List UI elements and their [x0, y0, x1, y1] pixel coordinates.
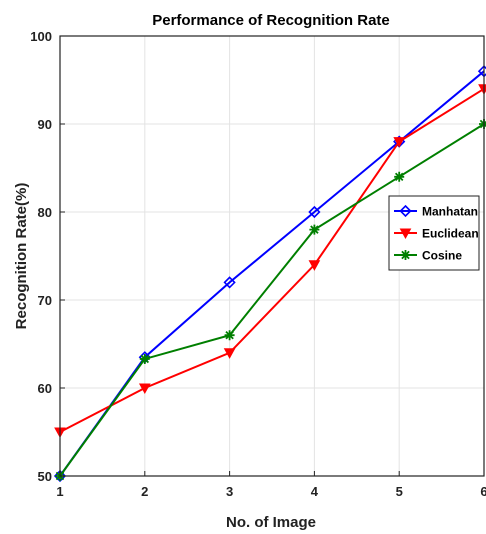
series-line-euclidean	[59, 87, 485, 433]
chart-title: Performance of Recognition Rate	[152, 12, 390, 29]
series-layer	[53, 65, 486, 483]
data-point-euclidean	[308, 260, 321, 271]
x-tick-label: 3	[226, 484, 233, 499]
data-point-manhatan	[223, 276, 236, 289]
x-tick-label: 5	[396, 484, 403, 499]
y-tick-label: 50	[38, 469, 52, 484]
data-point-manhatan	[308, 205, 321, 219]
legend-item-cosine: Cosine	[394, 249, 462, 263]
legend-label: Euclidean	[422, 227, 479, 241]
data-point-euclidean	[138, 383, 151, 395]
data-point-cosine	[139, 353, 150, 364]
plot-area-frame	[59, 35, 485, 477]
y-tick-label: 70	[38, 293, 52, 308]
x-tick-label: 4	[311, 484, 319, 499]
x-tick-label: 2	[141, 484, 148, 499]
data-point-euclidean	[478, 84, 486, 95]
y-axis-label: Recognition Rate(%)	[13, 183, 30, 330]
data-point-cosine	[394, 171, 405, 182]
y-tick-label: 100	[30, 29, 52, 44]
legend-swatch-marker	[399, 228, 412, 240]
x-tick-label: 1	[56, 484, 63, 499]
legend-swatch-marker	[399, 204, 412, 218]
legend-item-euclidean: Euclidean	[394, 227, 479, 241]
legend-label: Manhatan	[422, 205, 478, 219]
data-point-euclidean	[393, 137, 406, 148]
data-point-euclidean	[223, 348, 236, 359]
x-tick-label: 6	[480, 484, 486, 499]
x-axis-label: No. of Image	[226, 514, 316, 531]
legend-swatch-marker	[400, 250, 411, 260]
series-line-cosine	[59, 123, 485, 477]
data-point-cosine	[224, 330, 235, 341]
legend-label: Cosine	[422, 249, 462, 263]
data-point-cosine	[309, 224, 320, 235]
axis-ticks: 1 2 3 4 5 6 50 60 70 80 90 100	[30, 29, 486, 499]
y-tick-label: 90	[38, 117, 52, 132]
legend: Manhatan Euclidean Cosine	[388, 195, 480, 271]
y-tick-label: 80	[38, 205, 52, 220]
series-line-manhatan	[59, 70, 485, 477]
y-tick-label: 60	[38, 381, 52, 396]
legend-item-manhatan: Manhatan	[394, 205, 478, 219]
